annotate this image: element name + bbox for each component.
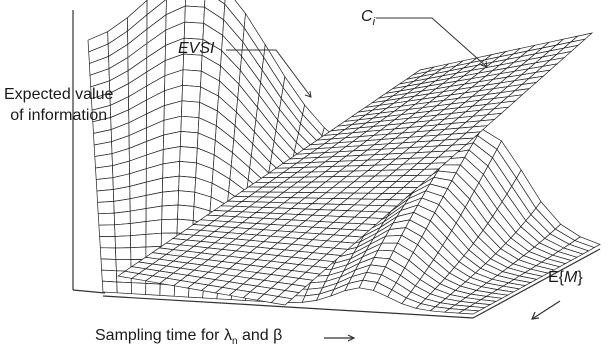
mesh-cell <box>95 165 114 180</box>
mesh-cell <box>129 221 147 237</box>
em-label: E{M} <box>548 269 583 287</box>
em-label-suffix: } <box>577 269 583 286</box>
mesh-cell <box>179 131 199 149</box>
y-axis-label-line1: Expected value <box>4 86 114 103</box>
ci-label-main: C <box>361 8 373 25</box>
mesh-cell <box>180 115 200 134</box>
mesh-cell <box>97 201 115 215</box>
mesh-cell <box>161 190 179 207</box>
mesh-cell <box>159 283 176 297</box>
mesh-cell <box>161 218 178 234</box>
mesh-cell <box>178 175 197 193</box>
em-label-var: M <box>564 269 578 286</box>
mesh-cell <box>177 204 195 221</box>
x-axis-label-main: Sampling time for λ <box>95 327 232 344</box>
x-axis-arrowhead <box>347 334 356 342</box>
mesh-cell <box>145 205 163 222</box>
y-axis-label: Expected value of information <box>4 84 113 126</box>
ci-leader <box>376 17 488 68</box>
ci-plane <box>117 32 594 306</box>
floor-right-edge <box>472 248 601 319</box>
mesh-cell <box>178 161 197 178</box>
evsi-leader <box>226 49 312 98</box>
mesh-cell <box>97 212 115 226</box>
mesh-cell <box>145 219 163 235</box>
em-label-prefix: E{ <box>548 269 565 286</box>
mesh-cell <box>184 5 205 24</box>
mesh-cell <box>95 177 114 192</box>
mesh-cell <box>457 309 481 315</box>
x-axis-label: Sampling time for λn and β <box>95 327 282 351</box>
x-axis-label-sub: n <box>231 336 238 348</box>
mesh-cell <box>161 204 179 221</box>
mesh-cell <box>181 84 201 103</box>
leader-lines <box>226 17 488 98</box>
mesh-cell <box>145 283 161 296</box>
mesh-cell <box>181 100 201 119</box>
mesh-cell <box>98 224 116 237</box>
ci-label-sub: i <box>372 16 376 29</box>
mesh-cell <box>130 282 147 295</box>
em-arrow <box>531 300 561 320</box>
mesh-cell <box>101 269 118 283</box>
mesh-cell <box>115 247 132 260</box>
back-baseline <box>72 289 106 294</box>
mesh-cell <box>99 236 116 249</box>
mesh-cell <box>99 247 117 260</box>
mesh-cell <box>270 296 293 306</box>
mesh-cell <box>162 175 180 193</box>
mesh-cell <box>114 223 131 237</box>
mesh-cell <box>113 210 131 226</box>
mesh-cell <box>116 281 132 295</box>
floor-front-edge <box>102 295 474 319</box>
mesh-cell <box>113 198 131 214</box>
em-arrowhead <box>531 311 540 320</box>
mesh-cell <box>145 232 162 248</box>
y-axis-label-line2: of information <box>10 107 108 124</box>
ci-label: Ci <box>361 8 375 31</box>
evsi-leader-arrowhead <box>304 90 312 98</box>
mesh-cell <box>177 190 196 207</box>
mesh-cell <box>183 21 205 40</box>
mesh-cell <box>100 258 117 272</box>
evsi-label: EVSI <box>178 40 215 57</box>
mesh-cell <box>130 246 147 260</box>
mesh-cell <box>114 235 132 249</box>
mesh-cell <box>162 160 181 179</box>
mesh-cell <box>162 146 181 165</box>
mesh-cell <box>182 69 202 88</box>
axes <box>72 10 601 342</box>
ci-leader-arrowhead <box>480 60 488 68</box>
mesh-cell <box>179 146 198 164</box>
mesh-cell <box>129 208 147 224</box>
x-axis-label-tail: and β <box>237 327 283 344</box>
mesh-cell <box>96 189 115 203</box>
mesh-cell <box>101 280 118 294</box>
mesh-cell <box>130 234 147 249</box>
